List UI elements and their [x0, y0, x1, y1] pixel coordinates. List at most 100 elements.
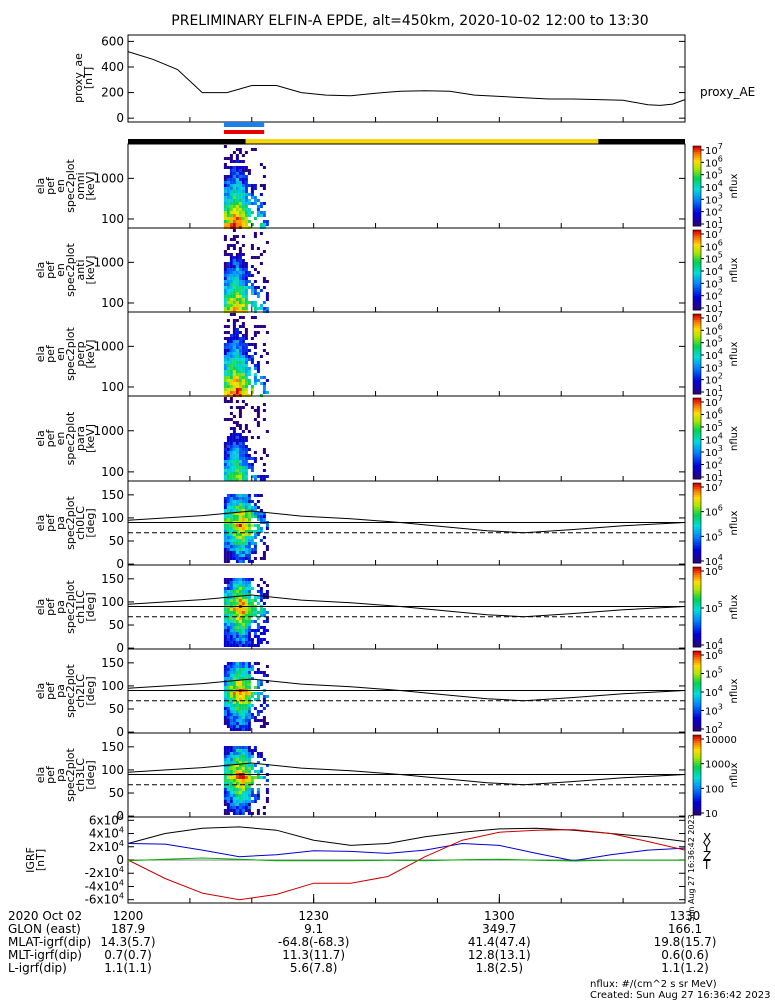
para-heatmap-cell — [238, 457, 242, 460]
anti-heatmap-cell — [235, 298, 239, 301]
perp-heatmap-cell — [244, 388, 248, 391]
perp-heatmap-cell — [241, 388, 245, 391]
anti-heatmap-cell — [226, 298, 230, 301]
ch1LC-heatmap-cell — [238, 617, 242, 620]
anti-heatmap-cell — [247, 301, 251, 304]
perp-heatmap-cell — [226, 388, 230, 391]
perp-heatmap-cell — [262, 385, 266, 388]
ch3LC-colorbar-step — [693, 777, 701, 780]
para-heatmap-cell — [235, 400, 239, 403]
perp-heatmap-cell — [235, 355, 239, 358]
omni-heatmap-cell — [256, 199, 260, 202]
ch1LC-colorbar-step — [693, 617, 701, 620]
para-colorbar-step — [693, 444, 701, 448]
ch3LC-ylabel-3: spec2plot — [64, 748, 77, 802]
ch3LC-heatmap-cell — [235, 782, 239, 785]
perp-heatmap-cell — [235, 391, 239, 394]
para-heatmap-cell — [229, 466, 233, 469]
anti-heatmap-cell — [235, 256, 239, 259]
ch0LC-colorbar-step — [693, 515, 701, 518]
anti-colorbar-step — [693, 266, 701, 269]
omni-colorbar-step — [693, 152, 701, 155]
perp-heatmap-cell — [241, 325, 245, 328]
ch1LC-heatmap-cell — [235, 629, 239, 632]
ch0LC-heatmap-cell — [223, 503, 227, 506]
anti-heatmap-cell — [244, 262, 248, 265]
ch3LC-heatmap-cell — [241, 779, 245, 782]
xaxis-row-value: 9.1 — [304, 922, 323, 936]
ch1LC-heatmap-cell — [226, 578, 230, 581]
ch1LC-heatmap-cell — [238, 626, 242, 629]
ch3LC-colorbar-step — [693, 757, 701, 760]
ch1LC-heatmap-cell — [259, 590, 263, 593]
ch1LC-heatmap-cell — [229, 593, 233, 596]
anti-heatmap-cell — [244, 265, 248, 268]
anti-heatmap-cell — [232, 280, 236, 283]
perp-heatmap-cell — [244, 361, 248, 364]
para-heatmap-cell — [235, 424, 239, 427]
perp-heatmap-cell — [235, 382, 239, 385]
ch3LC-ylabel-2: pa — [54, 768, 67, 782]
anti-heatmap-cell — [235, 277, 239, 280]
ch1LC-heatmap-cell — [235, 641, 239, 644]
ch3LC-heatmap-cell — [265, 800, 269, 803]
ch2LC-heatmap-cell — [235, 698, 239, 701]
ch1LC-heatmap-cell — [235, 611, 239, 614]
para-heatmap-cell — [244, 466, 248, 469]
para-heatmap-cell — [235, 463, 239, 466]
ch0LC-heatmap-cell — [232, 542, 236, 545]
ch0LC-heatmap-cell — [250, 515, 254, 518]
para-heatmap-cell — [229, 460, 233, 463]
ch0LC-heatmap-cell — [256, 530, 260, 533]
anti-heatmap-cell — [241, 235, 245, 238]
ch0LC-colorbar-step — [693, 501, 701, 504]
anti-heatmap-cell — [247, 286, 251, 289]
para-heatmap-cell — [241, 406, 245, 409]
ch2LC-heatmap-cell — [238, 707, 242, 710]
ch0LC-heatmap-cell — [238, 515, 242, 518]
ch0LC-heatmap-cell — [226, 524, 230, 527]
ch0LC-heatmap-cell — [247, 551, 251, 554]
para-ylabel-4: para — [74, 426, 87, 451]
anti-heatmap-cell — [232, 304, 236, 307]
ch0LC-colorbar-step — [693, 495, 701, 498]
anti-heatmap-cell — [235, 283, 239, 286]
omni-colorbar-step — [693, 180, 701, 183]
ch1LC-heatmap-cell — [223, 599, 227, 602]
ch3LC-heatmap-cell — [265, 788, 269, 791]
para-heatmap-cell — [238, 436, 242, 439]
ch2LC-heatmap-cell — [223, 716, 227, 719]
ch0LC-heatmap-cell — [256, 533, 260, 536]
ch2LC-heatmap-cell — [226, 665, 230, 668]
ch2LC-heatmap-cell — [250, 713, 254, 716]
ch2LC-heatmap-cell — [244, 704, 248, 707]
ch0LC-heatmap-cell — [235, 497, 239, 500]
ch3LC-heatmap-cell — [253, 746, 257, 749]
para-colorbar-step — [693, 438, 701, 441]
anti-heatmap-cell — [229, 256, 233, 259]
ch2LC-heatmap-cell — [256, 686, 260, 689]
ch3LC-heatmap-cell — [235, 794, 239, 797]
omni-colorbar-step — [693, 218, 701, 221]
ch2LC-heatmap-cell — [229, 686, 233, 689]
ch2LC-heatmap-cell — [229, 713, 233, 716]
omni-heatmap-cell — [244, 184, 248, 187]
perp-heatmap-cell — [241, 337, 245, 340]
para-heatmap-cell — [223, 460, 227, 463]
para-heatmap-cell — [223, 472, 227, 475]
footer-created: Created: Sun Aug 27 16:36:42 2023 — [590, 990, 770, 1000]
ch0LC-heatmap-cell — [262, 515, 266, 518]
ch1LC-heatmap-cell — [241, 641, 245, 644]
ch0LC-heatmap-cell — [238, 545, 242, 548]
anti-heatmap-cell — [238, 250, 242, 253]
para-heatmap-cell — [226, 466, 230, 469]
omni-heatmap-cell — [229, 193, 233, 196]
chart-layer: 0200400600proxy_ae[nT]proxy_AE1001000ela… — [8, 34, 770, 1000]
ch0LC-heatmap-cell — [223, 557, 227, 560]
ch0LC-heatmap-cell — [223, 497, 227, 500]
para-colorbar-step — [693, 454, 701, 458]
perp-heatmap-cell — [226, 391, 230, 394]
ch1LC-heatmap-cell — [223, 632, 227, 635]
anti-colorbar-step — [693, 282, 701, 285]
omni-heatmap-cell — [223, 193, 227, 196]
